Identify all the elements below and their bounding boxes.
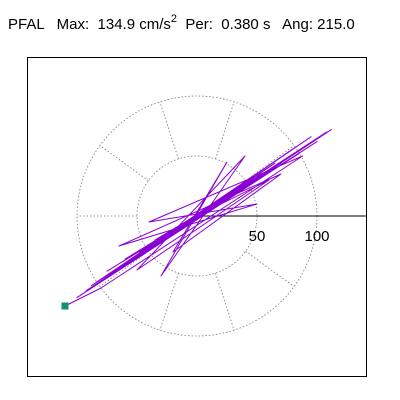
trace-group	[64, 129, 332, 307]
max-unit: cm/s	[139, 16, 171, 33]
radial-spoke-288	[215, 272, 235, 331]
marker-group	[61, 302, 69, 310]
radial-spoke-108	[159, 101, 179, 160]
tick-label-100: 100	[304, 228, 329, 245]
angle-value: 215.0	[317, 16, 355, 33]
angle-label: Ang:	[282, 16, 313, 33]
max-value: 134.9	[97, 16, 136, 33]
radial-spoke-144	[99, 145, 149, 182]
station-code: PFAL	[8, 16, 45, 33]
radial-spoke-36	[245, 145, 295, 182]
radial-spoke-72	[215, 101, 235, 160]
max-label: Max:	[56, 16, 90, 33]
end-point-marker	[61, 302, 69, 310]
orbit-trace	[64, 129, 332, 307]
radial-spoke-324	[245, 250, 295, 287]
plot-frame	[27, 57, 367, 377]
axes: 50 100	[196, 212, 366, 245]
period-value: 0.380 s	[221, 16, 271, 33]
period-label: Per:	[185, 16, 213, 33]
radial-spoke-252	[159, 272, 179, 331]
radial-spoke-216	[99, 250, 149, 287]
max-unit-exponent: 2	[170, 13, 178, 25]
chart-title: PFAL Max: 134.9 cm/s2 Per: 0.380 s Ang: …	[8, 13, 355, 33]
tick-label-50: 50	[249, 228, 266, 245]
